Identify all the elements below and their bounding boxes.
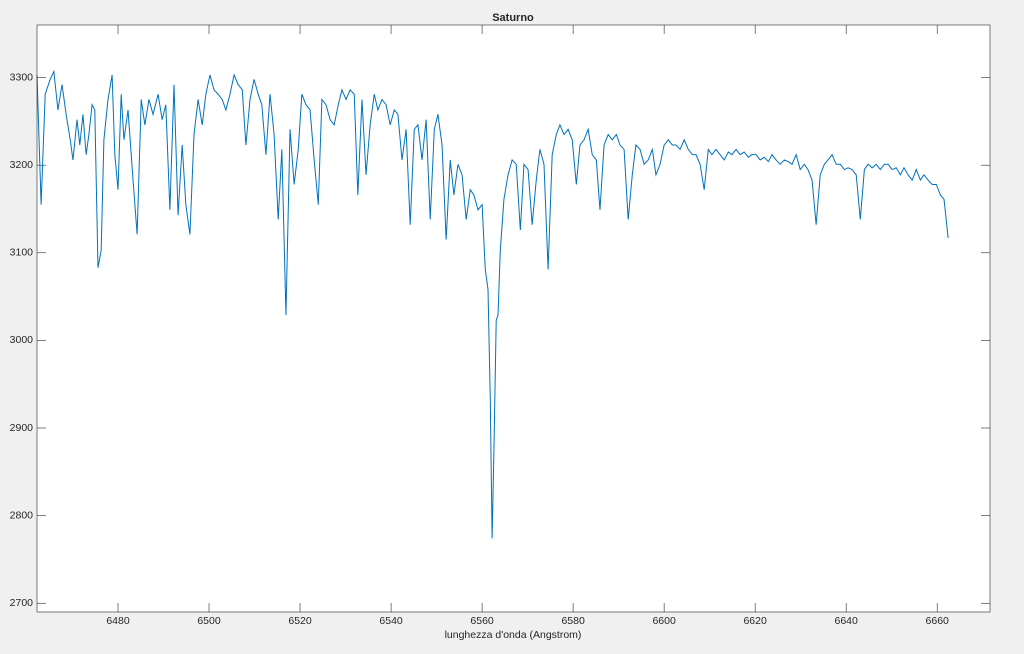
x-tick-label: 6640: [835, 615, 859, 627]
x-tick-label: 6540: [379, 615, 403, 627]
x-tick-label: 6580: [561, 615, 585, 627]
y-tick-label: 3100: [10, 247, 34, 259]
y-tick-label: 2700: [10, 597, 34, 609]
x-tick-label: 6520: [288, 615, 312, 627]
y-tick-label: 2800: [10, 509, 34, 521]
x-axis-label: lunghezza d'onda (Angstrom): [445, 629, 582, 641]
x-tick-label: 6560: [470, 615, 494, 627]
data-line: [36, 69, 949, 539]
chart-title: Saturno: [492, 12, 534, 24]
y-tick-label: 2900: [10, 422, 34, 434]
x-tick-label: 6500: [197, 615, 221, 627]
x-tick-label: 6600: [652, 615, 676, 627]
x-tick-label: 6660: [926, 615, 950, 627]
axes-box: [36, 24, 991, 613]
y-tick-label: 3000: [10, 334, 34, 346]
y-tick-label: 3200: [10, 159, 34, 171]
x-tick-label: 6480: [106, 615, 130, 627]
x-tick-label: 6620: [743, 615, 767, 627]
plot-area: [37, 25, 990, 612]
y-tick-label: 3300: [10, 71, 34, 83]
